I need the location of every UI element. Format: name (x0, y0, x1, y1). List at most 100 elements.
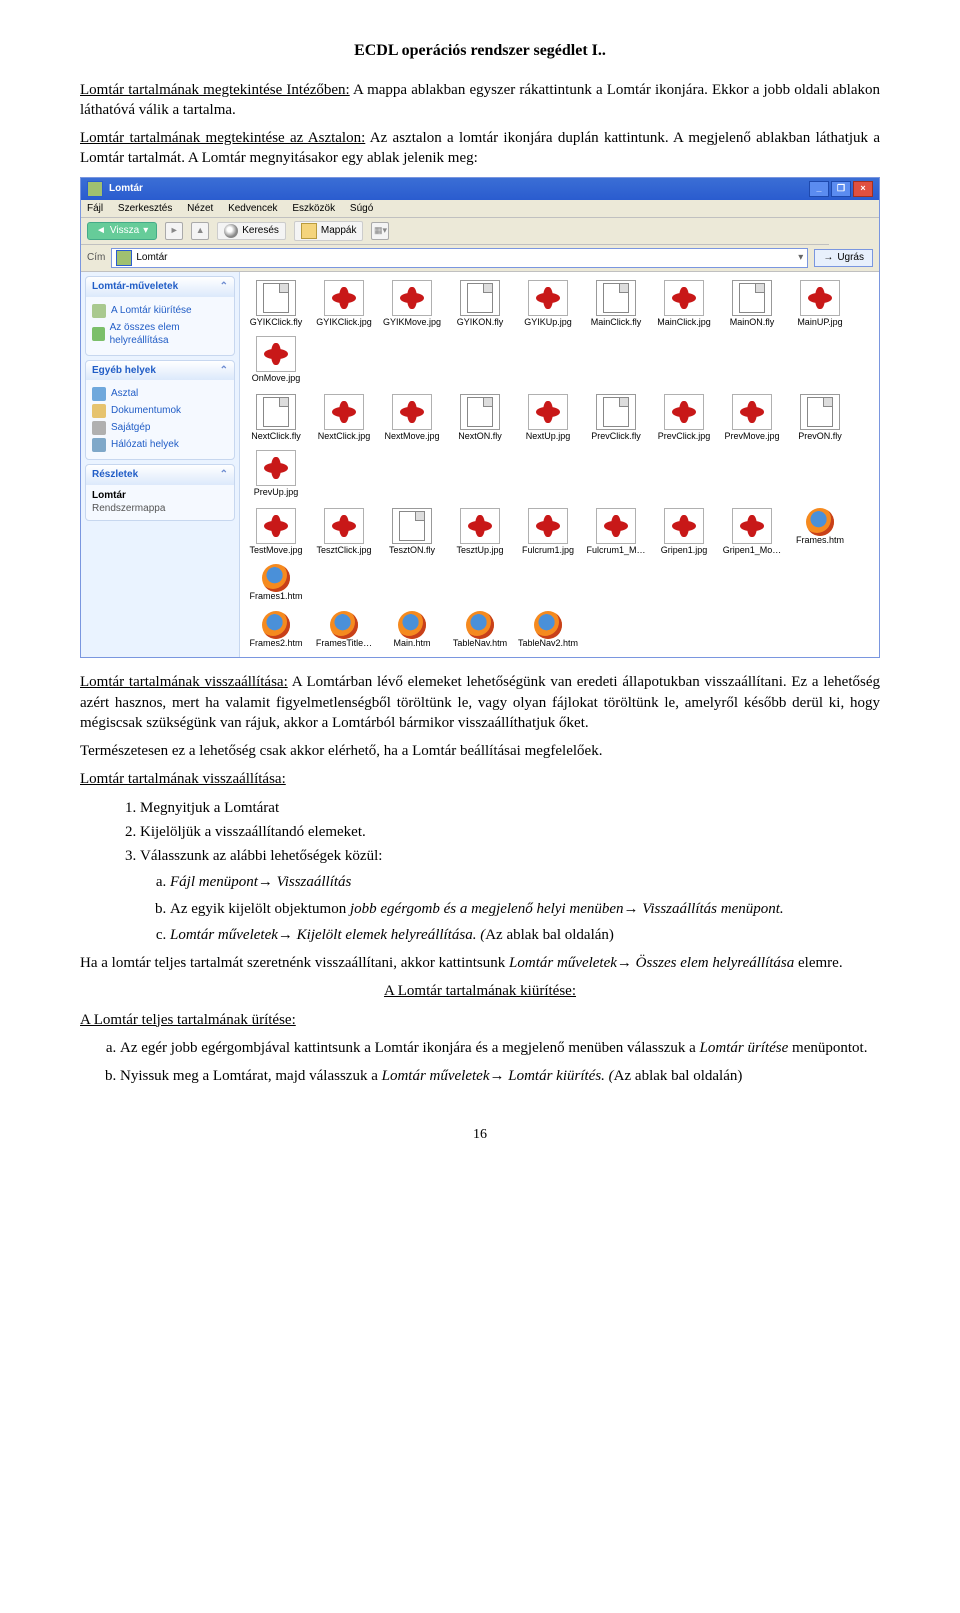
image-thumb-icon (740, 515, 764, 537)
panel-item[interactable]: Asztal (92, 387, 228, 401)
file-item[interactable]: TesztON.fly (382, 508, 442, 556)
file-item[interactable]: NextUp.jpg (518, 394, 578, 442)
menu-tools[interactable]: Eszközök (292, 203, 335, 214)
image-thumb-icon (264, 343, 288, 365)
firefox-icon (806, 508, 834, 536)
firefox-icon (330, 611, 358, 639)
file-item[interactable]: NextON.fly (450, 394, 510, 442)
panel-item[interactable]: Az összes elem helyreállítása (92, 321, 228, 348)
file-label: TableNav.htm (453, 639, 507, 649)
opt-a: Fájl menüpont→ Visszaállítás (170, 872, 880, 892)
back-button[interactable]: ◄ Vissza ▾ (87, 222, 157, 240)
menu-fav[interactable]: Kedvencek (228, 203, 277, 214)
file-item[interactable]: Frames.htm (790, 508, 850, 556)
heading-restore: Lomtár tartalmának visszaállítása: (80, 769, 880, 789)
image-thumb-icon (332, 287, 356, 309)
task-panel: Lomtár-műveletek⌃ A Lomtár kiürítése Az ös… (85, 276, 235, 356)
file-item[interactable]: GYIKClick.fly (246, 280, 306, 328)
panel-item[interactable]: A Lomtár kiürítése (92, 304, 228, 318)
go-button[interactable]: → Ugrás (814, 249, 873, 267)
file-item[interactable]: MainClick.fly (586, 280, 646, 328)
panel-body: A Lomtár kiürítése Az összes elem helyreá… (86, 297, 234, 355)
file-label: TesztUp.jpg (456, 546, 503, 556)
forward-button[interactable]: ► (165, 222, 183, 240)
file-label: MainClick.fly (591, 318, 642, 328)
maximize-button[interactable]: ❐ (831, 181, 851, 197)
file-row: TestMove.jpgTesztClick.jpgTesztON.fly Tes… (246, 508, 873, 602)
image-thumb-icon (740, 401, 764, 423)
views-button[interactable]: ▦▾ (371, 222, 389, 240)
folders-button[interactable]: Mappák (294, 221, 364, 241)
file-label: GYIKON.fly (457, 318, 504, 328)
file-item[interactable]: NextMove.jpg (382, 394, 442, 442)
document-icon (467, 283, 493, 313)
lead: Lomtár tartalmának megtekintése az Aszta… (80, 130, 365, 146)
file-item[interactable]: Main.htm (382, 611, 442, 649)
panel-item[interactable]: Dokumentumok (92, 404, 228, 418)
file-item[interactable]: GYIKUp.jpg (518, 280, 578, 328)
file-item[interactable]: GYIKClick.jpg (314, 280, 374, 328)
file-item[interactable]: PrevUp.jpg (246, 450, 306, 498)
file-item[interactable]: PrevClick.jpg (654, 394, 714, 442)
file-row: NextClick.flyNextClick.jpgNextMove.jpgNe… (246, 394, 873, 498)
menu-help[interactable]: Súgó (350, 203, 373, 214)
panel-item-icon (92, 438, 106, 452)
image-thumb-icon (400, 401, 424, 423)
step-3: Válasszunk az alábbi lehetőségek közül: (140, 846, 880, 866)
file-item[interactable]: PrevMove.jpg (722, 394, 782, 442)
file-label: GYIKUp.jpg (524, 318, 572, 328)
file-item[interactable]: MainClick.jpg (654, 280, 714, 328)
file-item[interactable]: GYIKMove.jpg (382, 280, 442, 328)
address-label: Cím (87, 251, 105, 265)
image-thumb-icon (400, 287, 424, 309)
file-item[interactable]: PrevON.fly (790, 394, 850, 442)
panel-item[interactable]: Sajátgép (92, 421, 228, 435)
file-item[interactable]: MainUP.jpg (790, 280, 850, 328)
file-label: PrevClick.fly (591, 432, 641, 442)
file-item[interactable]: Frames2.htm (246, 611, 306, 649)
minimize-button[interactable]: _ (809, 181, 829, 197)
file-item[interactable]: OnMove.jpg (246, 336, 306, 384)
opt-b: Az egyik kijelölt objektumon jobb egérgo… (170, 899, 880, 919)
panel-item[interactable]: Hálózati helyek (92, 438, 228, 452)
file-item[interactable]: Fulcrum1_M… (586, 508, 646, 556)
heading-empty-full: A Lomtár teljes tartalmának ürítése: (80, 1010, 880, 1030)
file-item[interactable]: TesztUp.jpg (450, 508, 510, 556)
file-item[interactable]: GYIKON.fly (450, 280, 510, 328)
file-item[interactable]: TableNav.htm (450, 611, 510, 649)
paragraph-view-explorer: Lomtár tartalmának megtekintése Intézőbe… (80, 80, 880, 121)
search-button[interactable]: Keresés (217, 222, 286, 240)
panel-header[interactable]: Részletek⌃ (86, 465, 234, 485)
menu-file[interactable]: Fájl (87, 203, 103, 214)
file-item[interactable]: TableNav2.htm (518, 611, 578, 649)
window-title: Lomtár (109, 182, 143, 196)
file-item[interactable]: Frames1.htm (246, 564, 306, 602)
paragraph-restore: Lomtár tartalmának visszaállítása: A Lom… (80, 672, 880, 733)
image-thumb-icon (332, 515, 356, 537)
close-button[interactable]: × (853, 181, 873, 197)
file-label: Gripen1_Mo… (723, 546, 782, 556)
address-input[interactable]: Lomtár ▾ (111, 248, 808, 268)
file-item[interactable]: FramesTitle… (314, 611, 374, 649)
windows-flag-icon (829, 203, 849, 219)
file-item[interactable]: Gripen1_Mo… (722, 508, 782, 556)
firefox-icon (398, 611, 426, 639)
panel-header[interactable]: Egyéb helyek⌃ (86, 361, 234, 381)
file-label: NextClick.fly (251, 432, 301, 442)
menu-edit[interactable]: Szerkesztés (118, 203, 172, 214)
menubar: Fájl Szerkesztés Nézet Kedvencek Eszközö… (81, 200, 879, 219)
file-item[interactable]: Fulcrum1.jpg (518, 508, 578, 556)
file-item[interactable]: TesztClick.jpg (314, 508, 374, 556)
file-item[interactable]: Gripen1.jpg (654, 508, 714, 556)
file-item[interactable]: NextClick.fly (246, 394, 306, 442)
file-item[interactable]: TestMove.jpg (246, 508, 306, 556)
file-item[interactable]: MainON.fly (722, 280, 782, 328)
file-item[interactable]: PrevClick.fly (586, 394, 646, 442)
file-item[interactable]: NextClick.jpg (314, 394, 374, 442)
panel-header[interactable]: Lomtár-műveletek⌃ (86, 277, 234, 297)
document-icon (263, 283, 289, 313)
empty-steps: Az egér jobb egérgombjával kattintsunk a… (120, 1038, 880, 1087)
up-button[interactable]: ▲ (191, 222, 209, 240)
image-thumb-icon (808, 287, 832, 309)
menu-view[interactable]: Nézet (187, 203, 213, 214)
